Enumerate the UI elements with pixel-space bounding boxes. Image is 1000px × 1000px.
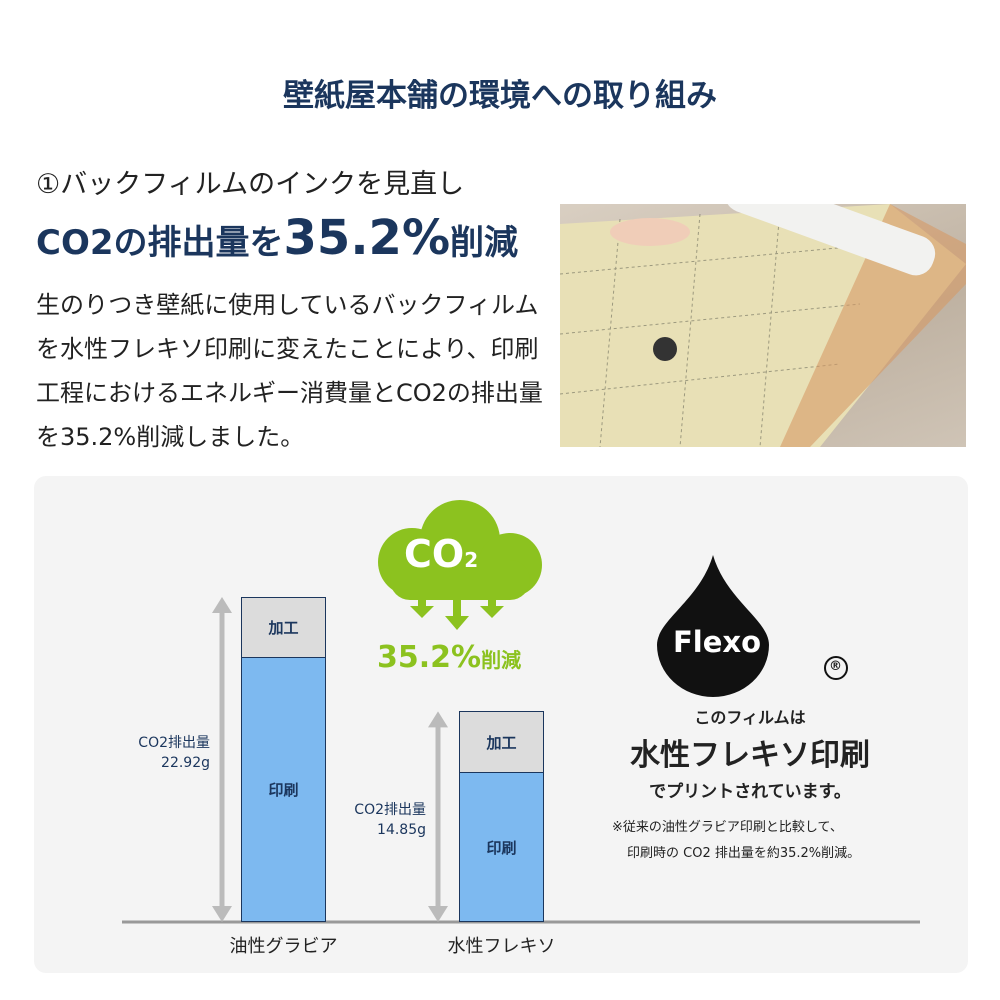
registered-mark: ®	[829, 659, 842, 674]
co2-cloud-icon	[378, 500, 542, 630]
bar-segment-printing: 印刷	[242, 657, 325, 921]
headline-pre: CO2の排出量を	[36, 223, 284, 263]
headline: CO2の排出量を35.2%削減	[36, 210, 518, 266]
page-title: 壁紙屋本舗の環境への取り組み	[283, 78, 717, 114]
co-subscript: 2	[464, 548, 479, 572]
total-arrow-icon	[212, 596, 232, 922]
cloud-label: CO2	[404, 532, 478, 576]
section-heading: ①バックフィルムのインクを見直し	[36, 169, 465, 200]
photo-illustration	[560, 204, 966, 447]
description: 生のりつき壁紙に使用しているバックフィルムを水性フレキソ印刷に変えたことにより、…	[36, 291, 543, 451]
headline-percent: 35.2%	[283, 210, 451, 266]
flexo-note1: ※従来の油性グラビア印刷と比較して、	[612, 820, 843, 835]
flexo-line2: 水性フレキソ印刷	[630, 738, 870, 773]
product-photo	[560, 204, 966, 447]
flexo-line3: でプリントされています。	[649, 782, 851, 802]
total-label: CO2排出量 14.85g	[308, 800, 426, 840]
reduction-value: 35.2%	[377, 640, 482, 675]
flexo-note2: 印刷時の CO2 排出量を約35.2%削減。	[627, 846, 861, 861]
total-arrow-icon	[428, 711, 448, 922]
reduction-label: 35.2%削減	[377, 640, 521, 675]
total-label-value: 22.92g	[161, 755, 210, 772]
registered-circle	[824, 656, 848, 680]
category-label: 水性フレキソ	[447, 936, 556, 957]
reduction-suffix: 削減	[481, 648, 522, 672]
total-label: CO2排出量 22.92g	[92, 733, 210, 773]
flexo-line1: このフィルムは	[694, 708, 806, 727]
total-label-value: 14.85g	[377, 821, 426, 838]
headline-post: 削減	[450, 223, 519, 263]
bar-0: 加工 印刷	[241, 596, 326, 922]
flexo-drop-icon	[657, 555, 769, 697]
co-text: CO	[404, 532, 465, 576]
bar-segment-printing: 印刷	[460, 773, 543, 921]
category-label: 油性グラビア	[229, 936, 338, 957]
bar-1: 加工 印刷	[459, 711, 544, 922]
total-label-text: CO2排出量	[354, 801, 426, 818]
flexo-logo-text: Flexo	[673, 625, 762, 659]
bar-segment-processing: 加工	[460, 712, 543, 774]
bar-segment-processing: 加工	[242, 597, 325, 658]
total-label-text: CO2排出量	[138, 735, 210, 752]
